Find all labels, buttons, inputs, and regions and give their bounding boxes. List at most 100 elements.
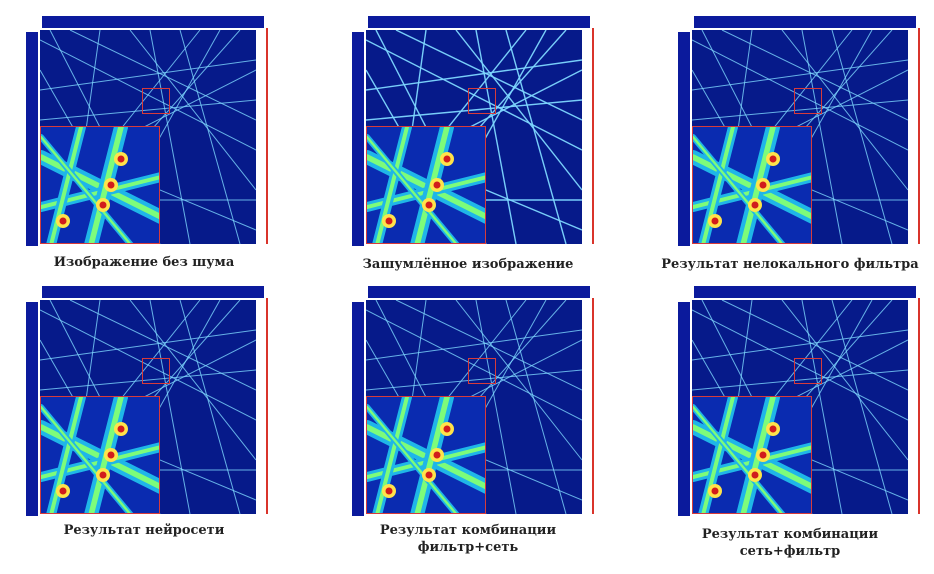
zoom-region-box — [142, 358, 170, 384]
side-projection-strip — [26, 302, 38, 516]
side-projection-strip — [352, 32, 364, 246]
inset-trace — [41, 405, 131, 513]
line-trace — [395, 300, 582, 391]
image-panel-filter-net — [352, 286, 594, 518]
zoom-region-box — [468, 88, 496, 114]
intersection-peak — [443, 425, 451, 433]
inset-trace — [375, 127, 409, 243]
intersection-peak — [99, 201, 107, 209]
zoom-region-box — [794, 88, 822, 114]
line-trace — [781, 300, 908, 461]
line-trace — [721, 300, 908, 391]
line-trace — [40, 59, 256, 91]
line-trace — [505, 30, 567, 244]
inset-trace — [693, 135, 783, 243]
top-projection-strip — [694, 16, 916, 28]
intersection-peak — [117, 155, 125, 163]
intersection-peak — [769, 425, 777, 433]
right-edge-marker — [918, 28, 920, 244]
right-edge-marker — [266, 298, 268, 514]
zoom-region-box — [142, 88, 170, 114]
side-projection-strip — [678, 302, 690, 516]
intersection-peak — [425, 201, 433, 209]
line-trace — [692, 369, 908, 391]
inset-traces — [41, 397, 159, 513]
intersection-peak — [769, 155, 777, 163]
line-trace — [721, 30, 908, 121]
inset-trace — [367, 135, 457, 243]
line-trace — [69, 300, 256, 391]
caption-net-filter: Результат комбинации сеть+фильтр — [701, 527, 879, 559]
inset-trace — [701, 127, 735, 243]
line-trace — [831, 30, 893, 244]
intersection-peak — [425, 471, 433, 479]
top-projection-strip — [42, 286, 264, 298]
caption-noisy: Зашумлённое изображение — [362, 257, 574, 272]
line-trace — [179, 300, 241, 514]
intersection-peak — [99, 471, 107, 479]
intersection-peak — [385, 217, 393, 225]
intersection-peak — [443, 155, 451, 163]
top-projection-strip — [694, 286, 916, 298]
caption-filter-net: Результат комбинации фильтр+сеть — [379, 523, 557, 555]
line-trace — [831, 300, 893, 514]
image-panel-nonlocal — [678, 16, 920, 248]
intersection-peak — [117, 425, 125, 433]
line-trace — [475, 30, 517, 244]
zoom-inset-image — [692, 396, 812, 514]
line-trace — [149, 300, 191, 514]
intersection-peak — [759, 181, 767, 189]
caption-clean: Изображение без шума — [53, 255, 235, 270]
line-trace — [692, 99, 908, 121]
intersection-peak — [751, 471, 759, 479]
zoom-inset-image — [366, 396, 486, 514]
side-projection-strip — [26, 32, 38, 246]
image-panel-noisy — [352, 16, 594, 248]
image-panel-net-filter — [678, 286, 920, 518]
caption-nonlocal: Результат нелокального фильтра — [661, 257, 919, 272]
line-trace — [149, 30, 191, 244]
right-edge-marker — [918, 298, 920, 514]
zoom-inset-image — [366, 126, 486, 244]
zoom-inset-image — [692, 126, 812, 244]
line-trace — [801, 300, 843, 514]
inset-trace — [701, 397, 735, 513]
line-trace — [129, 30, 256, 191]
intersection-peak — [107, 181, 115, 189]
line-trace — [40, 369, 256, 391]
inset-trace — [693, 405, 783, 513]
intersection-peak — [711, 217, 719, 225]
line-trace — [781, 30, 908, 191]
line-trace — [40, 329, 256, 361]
inset-trace — [49, 397, 83, 513]
zoom-inset-image — [40, 396, 160, 514]
inset-traces — [41, 127, 159, 243]
inset-trace — [41, 135, 131, 243]
line-trace — [801, 30, 843, 244]
inset-traces — [693, 127, 811, 243]
line-trace — [366, 329, 582, 361]
intersection-peak — [59, 487, 67, 495]
line-trace — [475, 300, 517, 514]
top-projection-strip — [368, 286, 590, 298]
right-edge-marker — [592, 298, 594, 514]
image-panel-clean — [26, 16, 268, 248]
line-trace — [179, 30, 241, 244]
line-trace — [40, 99, 256, 121]
inset-trace — [49, 127, 83, 243]
zoom-region-box — [794, 358, 822, 384]
image-panel-network — [26, 286, 268, 518]
line-trace — [505, 300, 567, 514]
side-projection-strip — [352, 302, 364, 516]
right-edge-marker — [266, 28, 268, 244]
inset-traces — [367, 397, 485, 513]
line-trace — [692, 59, 908, 91]
caption-network: Результат нейросети — [63, 523, 225, 538]
line-trace — [129, 300, 256, 461]
intersection-peak — [759, 451, 767, 459]
intersection-peak — [433, 181, 441, 189]
intersection-peak — [433, 451, 441, 459]
intersection-peak — [385, 487, 393, 495]
zoom-region-box — [468, 358, 496, 384]
top-projection-strip — [368, 16, 590, 28]
